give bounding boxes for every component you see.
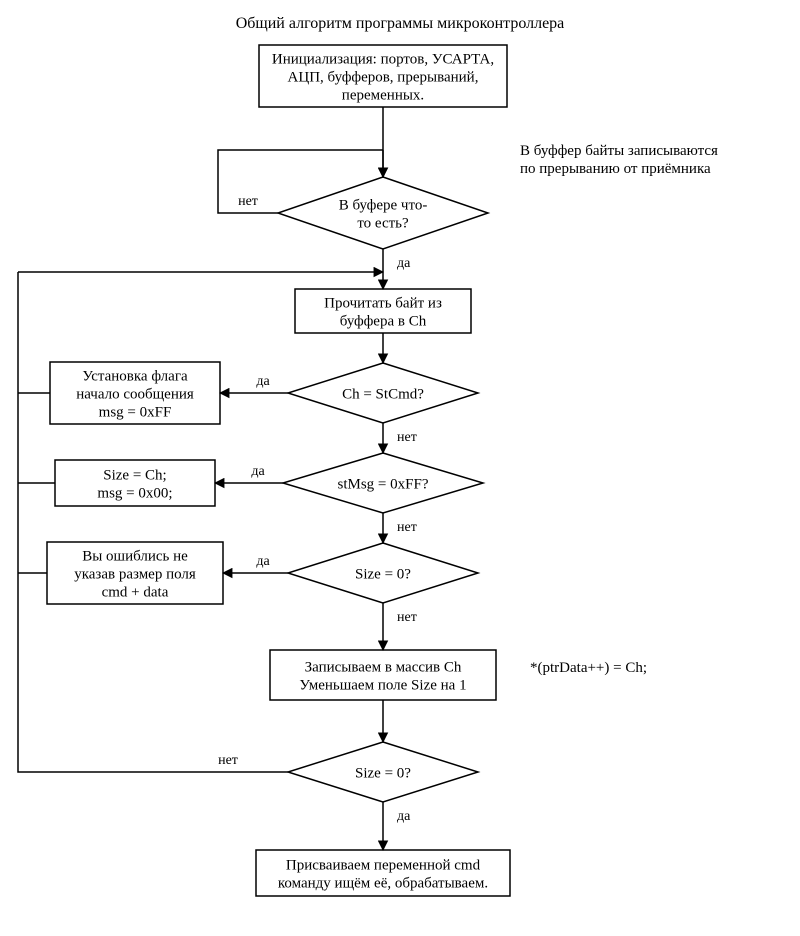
text-line: да [251,464,265,479]
text-line: Общий алгоритм программы микроконтроллер… [236,15,565,32]
text-line: Ch = StCmd? [342,386,424,402]
label-size1-yes: да [256,554,270,569]
text-line: то есть? [357,215,409,231]
page-title: Общий алгоритм программы микроконтроллер… [236,15,565,32]
text-line: *(ptrData++) = Ch; [530,660,647,676]
text-line: да [256,554,270,569]
label-stcmd-yes: да [256,374,270,389]
text-line: В буффер байты записываются [520,143,718,159]
text-line: Size = 0? [355,765,411,781]
text-line: по прерыванию от приёмника [520,161,711,177]
text-line: msg = 0x00; [97,485,172,501]
text-line: указав размер поля [74,566,196,582]
text-line: нет [397,520,417,535]
decision-d_stmsg-label: stMsg = 0xFF? [338,476,429,492]
text-line: msg = 0xFF [99,404,172,420]
label-dbuf-yes: да [397,256,411,271]
text-line: да [397,256,411,271]
text-line: Присваиваем переменной cmd [286,857,481,873]
text-line: Size = 0? [355,566,411,582]
text-line: буффера в Ch [340,313,427,329]
text-line: переменных. [342,87,424,103]
text-line: Вы ошиблись не [82,548,188,564]
text-line: нет [218,753,238,768]
text-line: начало сообщения [76,386,194,402]
label-stmsg-no: нет [397,520,417,535]
label-stcmd-no: нет [397,430,417,445]
text-line: Инициализация: портов, УСАРТА, [272,51,494,67]
text-line: Size = Ch; [103,467,166,483]
label-size2-no: нет [218,753,238,768]
text-line: да [397,809,411,824]
text-line: stMsg = 0xFF? [338,476,429,492]
decision-d_size1-label: Size = 0? [355,566,411,582]
text-line: нет [238,194,258,209]
annotation-buffer: В буффер байты записываются по прерыванию… [520,143,718,177]
text-line: Установка флага [82,368,188,384]
text-line: АЦП, буфферов, прерываний, [288,69,479,85]
text-line: В буфере что- [339,197,428,213]
text-line: Записываем в массив Ch [305,659,462,675]
text-line: нет [397,430,417,445]
text-line: команду ищём её, обрабатываем. [278,875,488,891]
edge-size2-no-seg [18,272,288,772]
decision-d_stcmd-label: Ch = StCmd? [342,386,424,402]
label-size2-yes: да [397,809,411,824]
text-line: да [256,374,270,389]
decision-d_size2-label: Size = 0? [355,765,411,781]
label-stmsg-yes: да [251,464,265,479]
annotation-ptr: *(ptrData++) = Ch; [530,660,647,676]
text-line: нет [397,610,417,625]
label-size1-no: нет [397,610,417,625]
text-line: Прочитать байт из [324,295,442,311]
text-line: cmd + data [102,584,169,600]
label-dbuf-no: нет [238,194,258,209]
text-line: Уменьшаем поле Size на 1 [299,677,466,693]
